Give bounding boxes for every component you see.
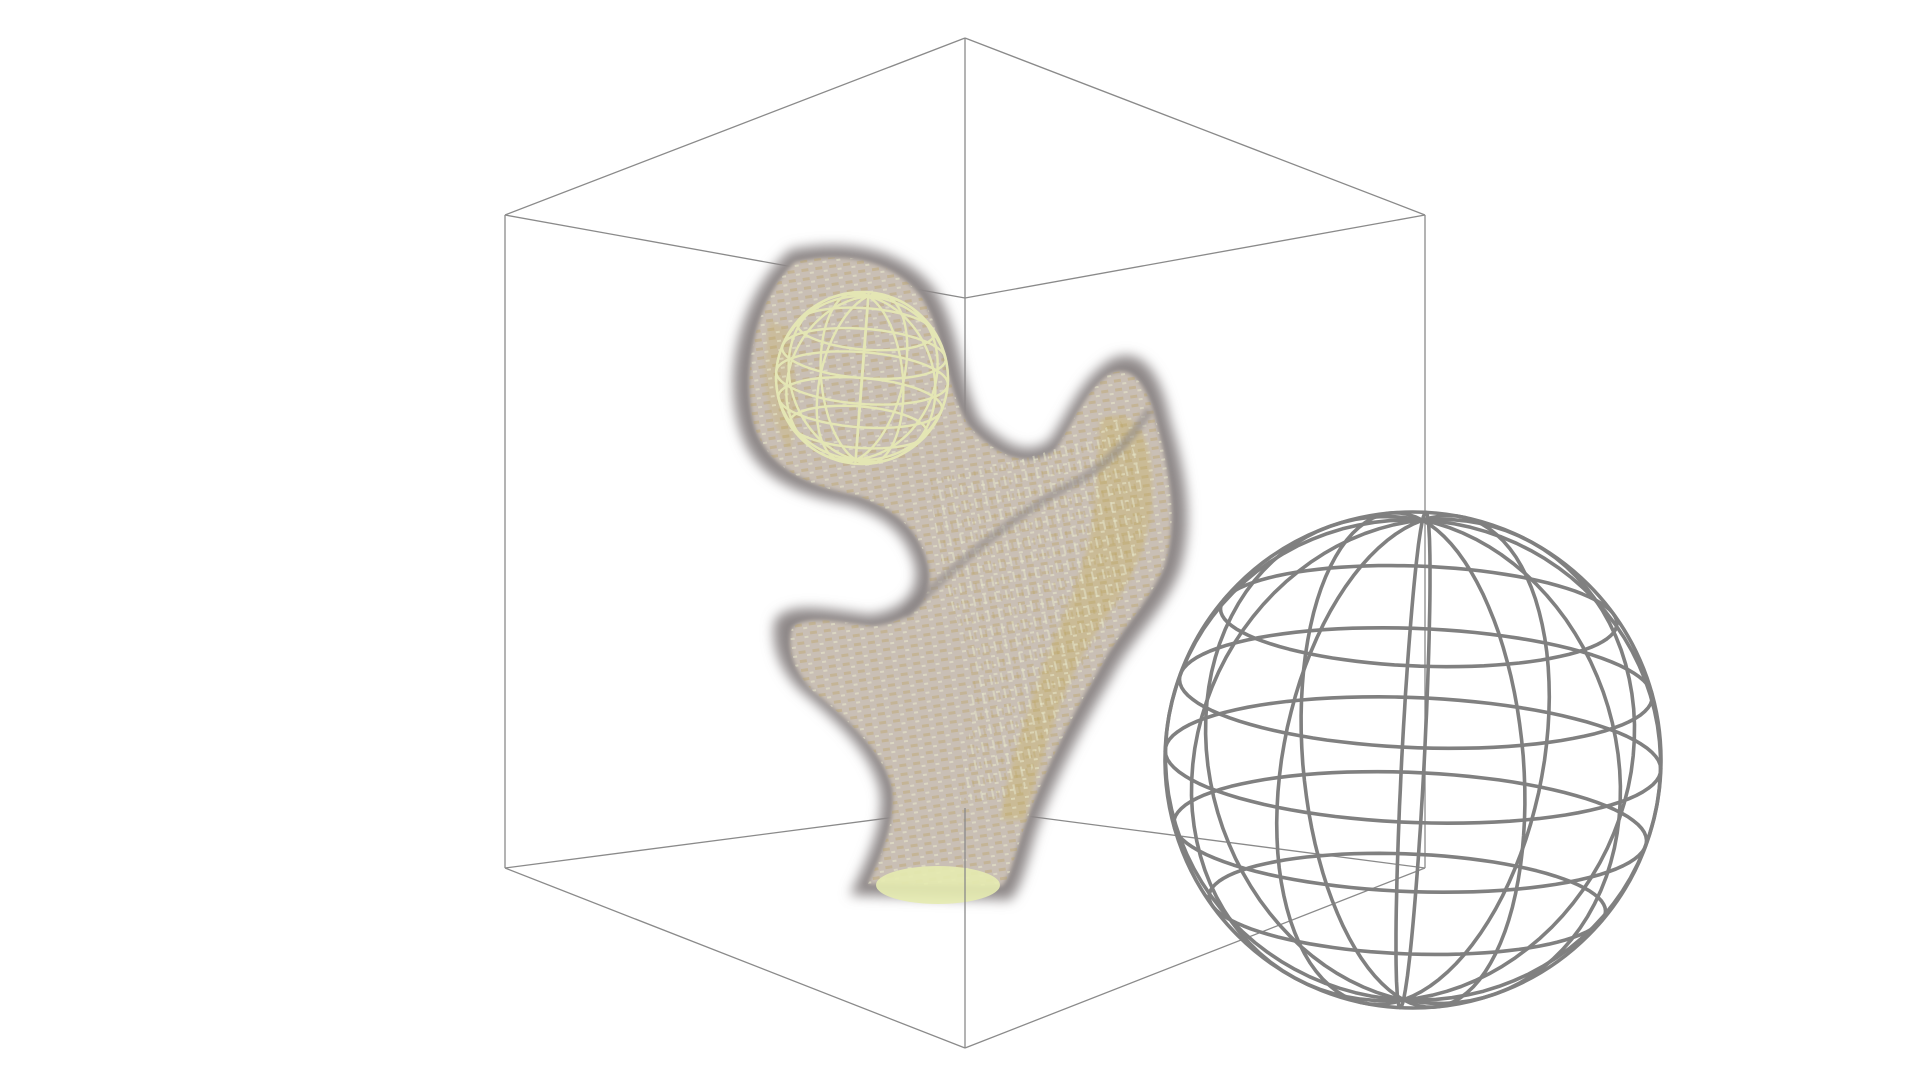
sphere-wire — [1163, 695, 1663, 825]
box-edge — [504, 867, 966, 1049]
sphere-wire — [1171, 769, 1649, 894]
sphere-wire — [1218, 563, 1619, 669]
shaft-cross-section — [876, 866, 1000, 904]
box-edge — [504, 37, 966, 216]
sphere-wire — [1177, 626, 1655, 751]
sphere-outline — [1163, 510, 1663, 1010]
sphere-wire — [796, 306, 936, 352]
sphere-wire — [788, 404, 928, 450]
femoral-head-fitted-sphere[interactable] — [774, 290, 950, 466]
sphere-wire — [1207, 851, 1608, 957]
femur-voxel-texture — [930, 420, 1143, 800]
box-edge — [964, 867, 1426, 1049]
sphere-outline — [774, 290, 950, 466]
femur-ridge — [901, 407, 1154, 619]
box-edge — [964, 214, 1426, 299]
sphere-wire — [775, 350, 949, 406]
sphere-wire — [777, 375, 944, 430]
reference-sphere[interactable] — [1163, 510, 1663, 1010]
femur-volume[interactable] — [733, 245, 1188, 904]
box-edge — [964, 37, 1426, 216]
